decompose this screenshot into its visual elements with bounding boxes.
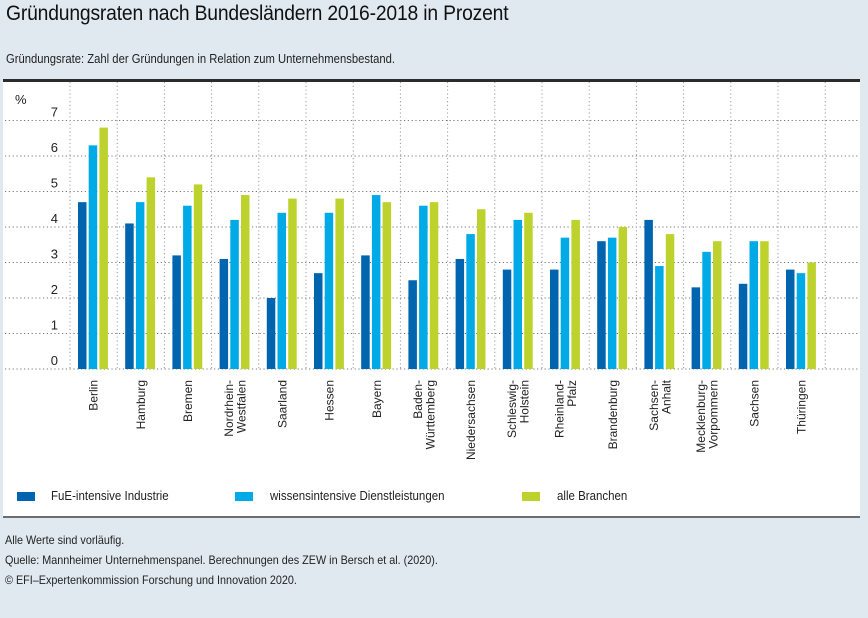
x-tick-label: Württemberg	[423, 380, 437, 449]
bar	[219, 258, 229, 369]
bar	[655, 266, 664, 369]
bar	[644, 219, 653, 369]
bar	[702, 251, 711, 369]
legend-label-fue: FuE-intensive Industrie	[51, 489, 169, 503]
bar	[277, 212, 286, 369]
x-tick-label: Holstein	[518, 380, 532, 423]
bar	[230, 219, 239, 369]
bar	[408, 280, 417, 369]
y-axis-label: %	[15, 92, 27, 107]
x-tick-label: Bremen	[181, 380, 195, 422]
bar	[713, 241, 722, 369]
x-tick-label: Mecklenburg-	[694, 380, 708, 453]
bar	[524, 212, 533, 369]
bar	[146, 177, 156, 369]
footnotes: Alle Werte sind vorläufig. Quelle: Mannh…	[5, 530, 486, 590]
y-tick-label: 2	[51, 282, 58, 297]
bar	[371, 195, 381, 369]
bar	[607, 237, 617, 369]
chart-subtitle: Gründungsrate: Zahl der Gründungen in Re…	[6, 52, 395, 66]
x-tick-label: Anhalt	[659, 379, 673, 414]
x-tick-label: Brandenburg	[606, 380, 620, 449]
legend-label-wissen: wissensintensive Dienstleistungen	[270, 489, 445, 503]
note-preliminary: Alle Werte sind vorläufig.	[5, 533, 125, 547]
x-tick-label: Sachsen-	[647, 380, 661, 431]
x-tick-label: Sachsen	[747, 380, 761, 427]
y-tick-label: 7	[51, 105, 58, 120]
bar	[135, 202, 145, 369]
bar	[455, 258, 465, 369]
bar	[618, 227, 628, 369]
x-tick-label: Westfalen	[234, 380, 248, 433]
x-tick-label: Pfalz	[565, 380, 579, 407]
bar	[560, 237, 570, 369]
bar	[88, 145, 98, 369]
bar	[193, 184, 203, 369]
x-tick-label: Saarland	[275, 380, 289, 428]
bar	[324, 212, 334, 369]
bar	[796, 273, 806, 369]
x-tick-label: Nordrhein-	[222, 380, 236, 437]
y-tick-label: 0	[51, 353, 58, 368]
x-tick-label: Schleswig-	[505, 380, 519, 438]
legend-label-alle: alle Branchen	[557, 489, 628, 503]
bar	[786, 269, 795, 369]
bar	[78, 202, 87, 369]
bars	[78, 127, 816, 369]
bar	[691, 287, 701, 369]
bar	[419, 205, 428, 369]
bar	[738, 283, 748, 369]
bar	[429, 202, 439, 369]
x-tick-label: Hamburg	[134, 380, 148, 429]
x-tick-label: Rheinland-	[552, 380, 566, 438]
bar-chart: 0 1 2 3 4 5 6 7 % Berlin Hamburg Bremen Nordrhein-…	[5, 82, 858, 460]
bar	[183, 205, 192, 369]
y-tick-label: 1	[51, 318, 58, 333]
bar	[665, 234, 675, 369]
x-tick-label: Vorpommern	[706, 380, 720, 449]
bar	[266, 298, 276, 369]
legend-swatch-wissen	[235, 492, 253, 501]
x-tick-label: Bayern	[370, 380, 384, 418]
bar	[807, 262, 816, 369]
bar	[477, 209, 486, 369]
note-source: Quelle: Mannheimer Unternehmenspanel. Be…	[5, 553, 438, 567]
x-tick-label: Thüringen	[795, 380, 809, 434]
y-tick-label: 4	[51, 211, 58, 226]
x-tick-label: Niedersachsen	[464, 380, 478, 460]
note-copyright: © EFI–Expertenkommission Forschung und I…	[5, 573, 297, 587]
bar	[513, 219, 522, 369]
x-tick-label: Baden-	[411, 380, 425, 419]
chart-title: Gründungsraten nach Bundesländern 2016-2…	[6, 2, 509, 25]
bar	[571, 219, 580, 369]
legend-swatch-alle	[522, 492, 540, 501]
bar	[172, 255, 181, 369]
y-axis-ticks: 0 1 2 3 4 5 6 7	[51, 105, 58, 369]
bar	[361, 255, 370, 369]
x-tick-label: Berlin	[87, 380, 101, 411]
y-tick-label: 6	[51, 140, 58, 155]
bar	[382, 202, 392, 369]
bar	[597, 241, 606, 369]
y-tick-label: 5	[51, 176, 58, 191]
bar	[466, 234, 475, 369]
bar	[760, 241, 769, 369]
legend-swatch-fue	[17, 492, 35, 501]
bar	[502, 269, 512, 369]
bar	[99, 127, 108, 369]
bar	[335, 198, 344, 369]
bar	[550, 269, 559, 369]
bar	[125, 223, 134, 369]
bar	[241, 195, 250, 369]
bar	[288, 198, 297, 369]
bar	[314, 273, 323, 369]
y-tick-label: 3	[51, 247, 58, 262]
x-tick-label: Hessen	[323, 380, 337, 421]
x-axis-labels: Berlin Hamburg Bremen Nordrhein-Westfalen Sa…	[87, 379, 809, 460]
bar	[749, 241, 758, 369]
